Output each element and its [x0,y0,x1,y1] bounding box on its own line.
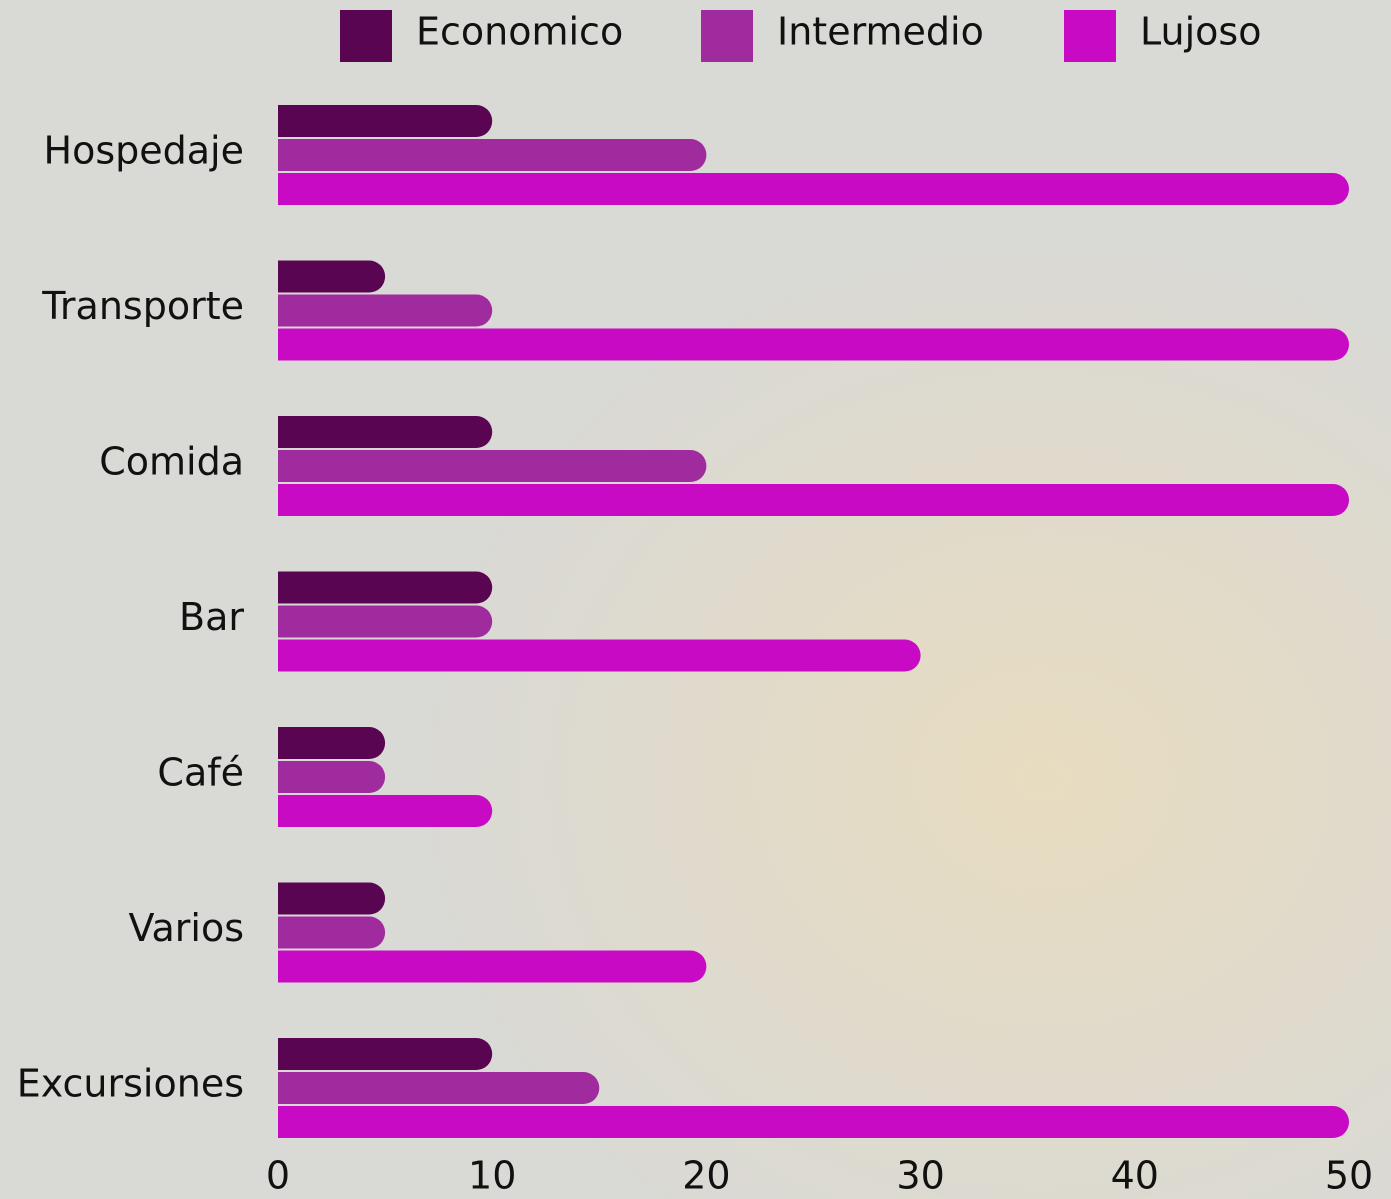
bar [278,261,385,293]
bar [278,917,385,949]
legend-swatch [340,10,392,62]
bar [278,173,1349,205]
bar [278,1072,599,1104]
x-tick-label: 20 [682,1154,730,1198]
x-tick-label: 10 [468,1154,516,1198]
bar [278,606,492,638]
bar [278,1106,1349,1138]
legend-swatch [1064,10,1116,62]
y-tick-label: Bar [179,595,244,639]
bar [278,951,706,983]
bar [278,572,492,604]
y-tick-label: Café [157,751,244,795]
bar [278,295,492,327]
y-tick-label: Hospedaje [44,129,244,173]
x-tick-label: 40 [1111,1154,1159,1198]
y-tick-label: Comida [99,440,244,484]
bar [278,105,492,137]
bar [278,883,385,915]
bar [278,1038,492,1070]
chart: Economico Intermedio Lujoso 0 10 20 30 40 50 Hosp… [0,0,1391,1199]
bar [278,139,706,171]
bar [278,727,385,759]
legend-label: Lujoso [1140,10,1261,54]
bar [278,761,385,793]
x-tick-label: 50 [1325,1154,1373,1198]
bar [278,416,492,448]
bar [278,795,492,827]
page: {"chart_data": {"type": "bar", "orientat… [0,0,1391,1199]
bar [278,329,1349,361]
x-tick-label: 30 [896,1154,944,1198]
x-tick-label: 0 [266,1154,290,1198]
bar [278,450,706,482]
y-tick-label: Transporte [41,284,244,328]
y-tick-label: Excursiones [17,1062,244,1106]
legend-swatch [701,10,753,62]
bar [278,640,921,672]
legend-label: Intermedio [777,10,984,54]
bar [278,484,1349,516]
legend-label: Economico [416,10,623,54]
y-tick-label: Varios [128,906,244,950]
